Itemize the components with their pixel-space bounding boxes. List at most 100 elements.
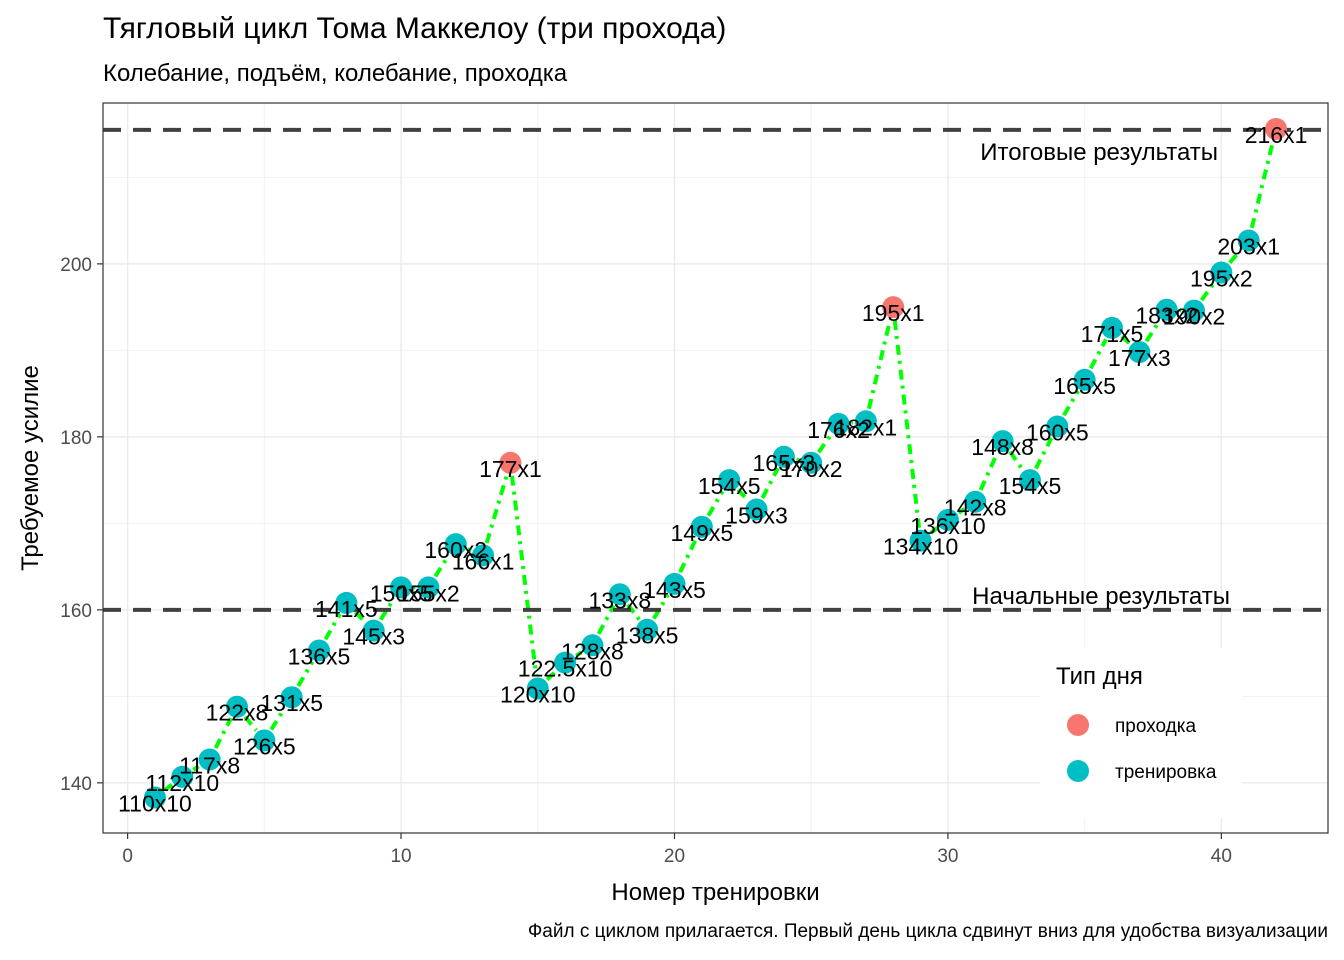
y-tick-label: 200 xyxy=(60,255,92,276)
legend-title: Тип дня xyxy=(1056,663,1143,690)
point-label: 195x1 xyxy=(862,300,925,326)
chart-title: Тягловый цикл Тома Маккелоу (три прохода… xyxy=(103,12,727,45)
point-label: 177x3 xyxy=(1108,345,1171,371)
point-label: 159x3 xyxy=(725,503,788,529)
connector-segment xyxy=(626,603,641,621)
point-label: 136x10 xyxy=(910,513,985,539)
connector-segment xyxy=(736,488,750,502)
connector-segment xyxy=(354,610,366,623)
connector-segment xyxy=(1034,437,1054,470)
y-axis-ticks: 140 160 180 200 xyxy=(60,255,103,795)
chart-caption: Файл с циклом прилагается. Первый день ц… xyxy=(527,921,1328,942)
data-point xyxy=(1128,341,1151,364)
connector-segment xyxy=(164,783,174,792)
point-label: 142x8 xyxy=(944,495,1007,521)
point-label: 166x1 xyxy=(452,548,515,574)
data-point xyxy=(171,765,194,788)
reference-label-initial: Начальные результаты xyxy=(972,583,1230,610)
connector-segment xyxy=(378,597,396,621)
x-tick-label: 30 xyxy=(937,846,958,867)
data-point xyxy=(308,639,331,662)
point-label: 154x5 xyxy=(999,473,1062,499)
data-point xyxy=(1265,117,1288,140)
connector-segment xyxy=(213,717,233,749)
reference-lines: Итоговые результаты Начальные результаты xyxy=(103,127,1328,612)
connector-segment xyxy=(596,604,616,635)
point-label: 160x5 xyxy=(1026,419,1089,445)
data-point xyxy=(417,576,440,599)
data-point xyxy=(909,529,932,552)
connector-segment xyxy=(678,537,699,574)
connector-segment xyxy=(323,613,342,641)
point-label: 176x2 xyxy=(807,417,870,443)
data-point xyxy=(936,508,959,531)
legend-key xyxy=(1067,760,1089,782)
data-point xyxy=(690,515,713,538)
legend-label: тренировка xyxy=(1115,762,1217,783)
data-point xyxy=(1073,368,1096,391)
x-tick-label: 10 xyxy=(390,846,411,867)
point-label: 203x1 xyxy=(1217,234,1280,260)
data-point xyxy=(1183,299,1206,322)
point-label: 122.5x10 xyxy=(518,656,613,682)
data-point xyxy=(198,748,221,771)
data-point xyxy=(1018,469,1041,492)
data-point xyxy=(143,786,166,809)
connector-lines xyxy=(164,141,1275,792)
data-point xyxy=(1237,229,1260,252)
connector-segment xyxy=(466,547,472,553)
data-point xyxy=(718,469,741,492)
point-label: 131x5 xyxy=(260,690,323,716)
connector-segment xyxy=(817,433,833,454)
point-label: 110x10 xyxy=(118,791,192,817)
point-label: 177x1 xyxy=(479,456,542,482)
data-point xyxy=(280,686,303,709)
connector-segment xyxy=(929,526,939,535)
point-label: 216x1 xyxy=(1245,122,1308,148)
connector-segment xyxy=(1228,249,1242,264)
y-tick-label: 180 xyxy=(60,428,92,449)
y-tick-label: 140 xyxy=(60,774,92,795)
point-label: 154x5 xyxy=(698,473,761,499)
chart-subtitle: Колебание, подъём, колебание, проходка xyxy=(103,60,568,87)
y-tick-label: 160 xyxy=(60,601,92,622)
data-point xyxy=(472,544,495,567)
x-axis-title: Номер тренировки xyxy=(611,879,819,906)
data-point xyxy=(526,677,549,700)
data-point xyxy=(581,634,604,657)
point-label: 171x5 xyxy=(1081,321,1144,347)
data-points xyxy=(143,117,1288,809)
point-label: 143x5 xyxy=(643,577,706,603)
data-point xyxy=(1210,261,1233,284)
point-label: 149x5 xyxy=(670,520,733,546)
x-tick-label: 20 xyxy=(664,846,685,867)
point-label: 170x2 xyxy=(780,456,843,482)
connector-segment xyxy=(192,764,200,772)
x-axis-ticks: 0 10 20 30 40 xyxy=(122,833,1232,867)
legend: Тип дня проходка тренировка xyxy=(1040,648,1242,818)
point-label: 133x8 xyxy=(588,587,651,613)
connector-segment xyxy=(1120,335,1131,345)
data-point xyxy=(608,583,631,606)
x-tick-label: 0 xyxy=(122,846,133,867)
connector-segment xyxy=(484,474,509,544)
data-point xyxy=(663,572,686,595)
point-label: 148x8 xyxy=(971,434,1034,460)
data-point xyxy=(335,591,358,614)
point-label: 136x5 xyxy=(288,644,351,670)
point-label: 150x5 xyxy=(370,580,433,606)
data-point xyxy=(745,498,768,521)
connector-segment xyxy=(1088,338,1108,370)
connector-segment xyxy=(706,490,725,517)
data-point xyxy=(636,618,659,641)
data-point xyxy=(362,619,385,642)
legend-key xyxy=(1067,714,1089,736)
reference-label-final: Итоговые результаты xyxy=(980,139,1218,166)
point-label: 120x10 xyxy=(500,682,575,708)
connector-segment xyxy=(652,594,670,620)
point-label: 141x5 xyxy=(315,596,378,622)
data-point xyxy=(1100,316,1123,339)
data-point xyxy=(882,296,905,319)
point-label: 112x10 xyxy=(145,770,219,796)
